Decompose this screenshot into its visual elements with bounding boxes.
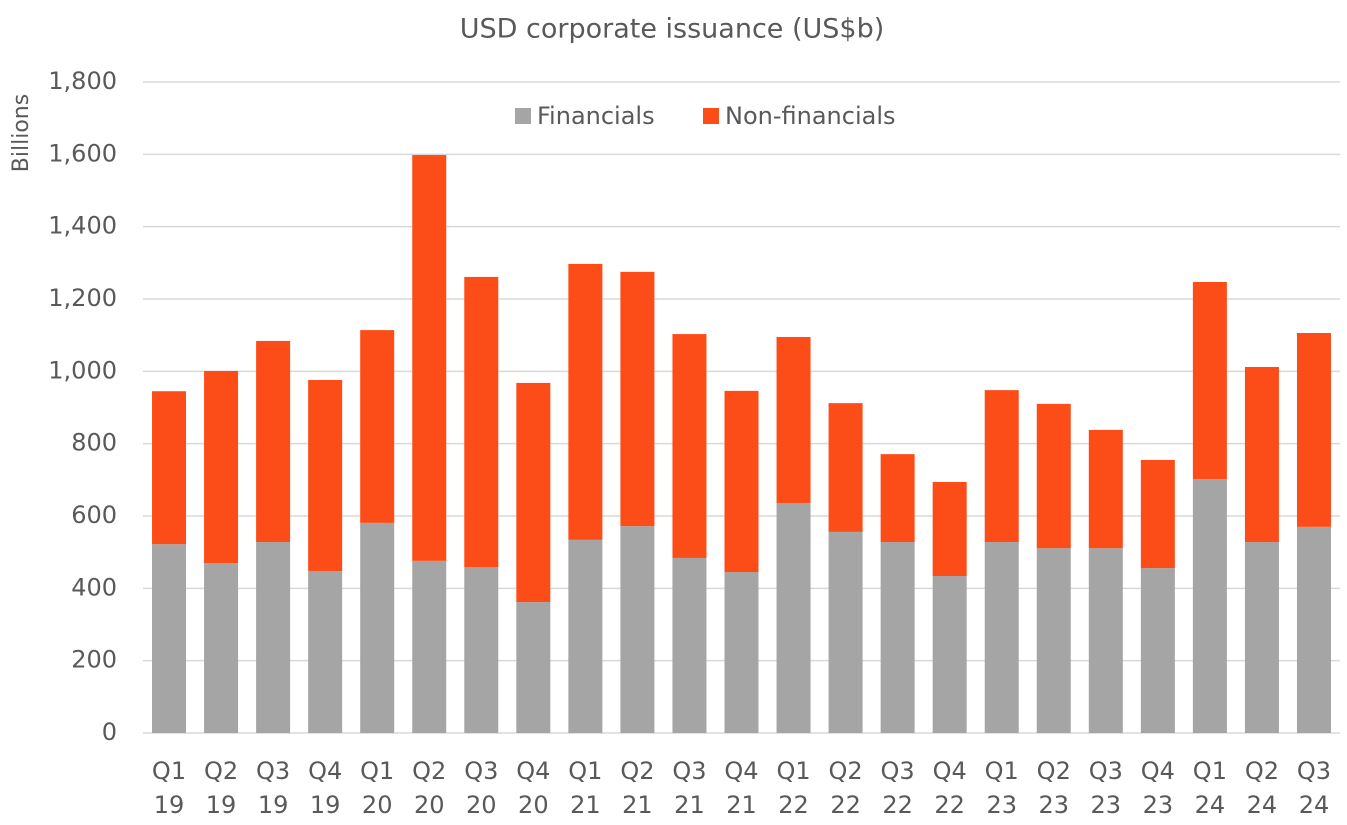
x-tick-label: Q1 19 xyxy=(152,757,186,819)
bar-segment xyxy=(932,482,967,577)
bar-segment xyxy=(724,572,759,733)
x-tick-label: Q2 19 xyxy=(204,757,238,819)
x-tick-label: Q2 20 xyxy=(412,757,446,819)
bar-segment xyxy=(620,526,655,733)
bar-segment xyxy=(1088,429,1123,549)
bar-segment xyxy=(620,271,655,527)
bar-segment xyxy=(464,566,499,733)
bar-segment xyxy=(308,570,343,733)
bar-segment xyxy=(672,557,707,733)
bar-segment xyxy=(880,542,915,733)
bar-segment xyxy=(204,563,239,733)
legend-swatch xyxy=(703,108,719,124)
bar-segment xyxy=(776,502,811,733)
y-tick-label: 800 xyxy=(71,429,117,457)
bar-segment xyxy=(776,336,811,503)
bar-segment xyxy=(1140,459,1175,569)
x-tick-label: Q2 21 xyxy=(620,757,654,819)
bar-segment xyxy=(360,330,395,523)
y-tick-label: 1,200 xyxy=(48,284,117,312)
bar-segment xyxy=(1192,282,1227,480)
bar-segment xyxy=(828,531,863,733)
chart-title: USD corporate issuance (US$b) xyxy=(460,14,885,45)
bar-segment xyxy=(1036,403,1071,549)
bar-segment xyxy=(256,340,291,543)
y-tick-label: 1,600 xyxy=(48,139,117,167)
x-tick-label: Q2 23 xyxy=(1037,757,1071,819)
x-tick-label: Q2 22 xyxy=(829,757,863,819)
bar-segment xyxy=(516,382,551,603)
bar-segment xyxy=(568,539,603,733)
bar-segment xyxy=(1296,526,1331,733)
bar-segment xyxy=(152,391,187,545)
bar-segment xyxy=(568,263,603,540)
bar-segment xyxy=(516,602,551,733)
bar-segment xyxy=(828,403,863,532)
x-tick-label: Q3 23 xyxy=(1089,757,1123,819)
bar-segment xyxy=(984,390,1019,543)
bar-segment xyxy=(152,544,187,733)
bar-segment xyxy=(1244,366,1279,543)
legend-label: Non-financials xyxy=(725,102,896,130)
x-tick-label: Q1 23 xyxy=(985,757,1019,819)
bar-segment xyxy=(1140,568,1175,733)
bar-segment xyxy=(412,155,447,561)
bar-segment xyxy=(724,390,759,573)
y-tick-label: 1,000 xyxy=(48,356,117,384)
x-tick-label: Q4 19 xyxy=(308,757,342,819)
y-tick-label: 200 xyxy=(71,646,117,674)
bar-segment xyxy=(1192,479,1227,733)
x-tick-label: Q4 22 xyxy=(933,757,967,819)
bar-segment xyxy=(932,576,967,733)
bar-segment xyxy=(672,334,707,558)
x-tick-label: Q2 24 xyxy=(1245,757,1279,819)
x-tick-label: Q3 19 xyxy=(256,757,290,819)
y-tick-label: 1,400 xyxy=(48,212,117,240)
bar-segment xyxy=(1244,542,1279,733)
x-tick-label: Q3 22 xyxy=(881,757,915,819)
x-tick-label: Q4 20 xyxy=(516,757,550,819)
bar-segment xyxy=(360,522,395,733)
legend-swatch xyxy=(515,108,531,124)
y-axis-title: Billions xyxy=(9,94,34,172)
y-tick-label: 400 xyxy=(71,573,117,601)
x-tick-label: Q1 21 xyxy=(568,757,602,819)
x-tick-label: Q3 24 xyxy=(1297,757,1331,819)
y-tick-label: 0 xyxy=(102,718,117,746)
bar-segment xyxy=(204,370,239,564)
bar-segment xyxy=(1296,332,1331,527)
bar-segment xyxy=(1088,548,1123,733)
x-tick-label: Q3 20 xyxy=(464,757,498,819)
x-tick-label: Q4 23 xyxy=(1141,757,1175,819)
x-tick-label: Q1 20 xyxy=(360,757,394,819)
x-tick-label: Q1 24 xyxy=(1193,757,1227,819)
bar-segment xyxy=(308,380,343,571)
bar-segment xyxy=(1036,548,1071,733)
y-tick-label: 1,800 xyxy=(48,67,117,95)
y-tick-label: 600 xyxy=(71,501,117,529)
x-tick-label: Q4 21 xyxy=(724,757,758,819)
x-tick-label: Q1 22 xyxy=(776,757,810,819)
x-tick-label: Q3 21 xyxy=(672,757,706,819)
bar-segment xyxy=(984,542,1019,733)
bar-segment xyxy=(464,276,499,567)
bar-segment xyxy=(880,454,915,543)
bar-segment xyxy=(412,560,447,733)
legend-label: Financials xyxy=(537,102,655,130)
bar-segment xyxy=(256,542,291,733)
